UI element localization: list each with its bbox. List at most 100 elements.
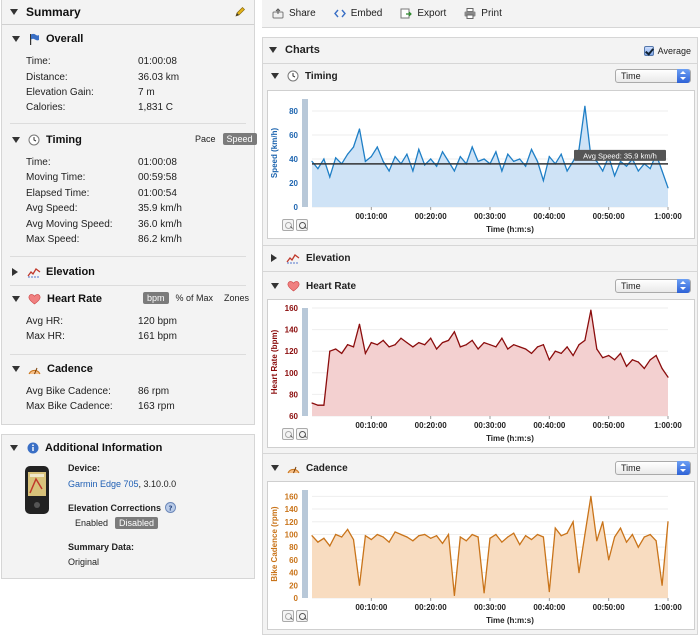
data-point bbox=[566, 532, 568, 534]
timing-chart-header[interactable]: Timing bbox=[271, 66, 700, 86]
heart-x-axis-select[interactable]: Time bbox=[615, 279, 691, 293]
series-area bbox=[312, 496, 668, 598]
share-button[interactable]: Share bbox=[272, 8, 316, 19]
overall-header[interactable]: Overall bbox=[12, 30, 83, 48]
data-point bbox=[649, 168, 651, 170]
data-point bbox=[530, 538, 533, 541]
zoom-out-icon[interactable] bbox=[296, 610, 308, 622]
elevation-chart-header[interactable]: Elevation bbox=[271, 248, 700, 268]
cadence-icon bbox=[28, 363, 41, 375]
data-point bbox=[406, 536, 408, 538]
timing-x-axis-select[interactable]: Time bbox=[615, 69, 691, 83]
zoom-controls bbox=[282, 610, 312, 622]
charts-panel: Share Embed Export Print Charts Average bbox=[262, 0, 700, 638]
data-point bbox=[370, 341, 372, 344]
expand-triangle-icon[interactable] bbox=[12, 268, 18, 276]
data-point bbox=[608, 354, 610, 357]
speed-toggle-button[interactable]: Speed bbox=[222, 133, 257, 145]
flag-icon bbox=[28, 33, 40, 45]
percent-max-toggle-button[interactable]: % of Max bbox=[175, 293, 214, 303]
charts-header[interactable]: Charts bbox=[269, 40, 700, 60]
expand-triangle-icon[interactable] bbox=[271, 254, 277, 262]
heart-rate-header[interactable]: Heart Rate bbox=[12, 290, 102, 308]
data-point bbox=[513, 532, 515, 534]
data-point bbox=[637, 546, 639, 548]
collapse-triangle-icon[interactable] bbox=[12, 296, 20, 302]
print-button[interactable]: Print bbox=[464, 8, 502, 19]
data-point bbox=[525, 348, 527, 350]
data-point bbox=[614, 536, 616, 538]
disabled-toggle-button[interactable]: Disabled bbox=[115, 517, 159, 529]
x-tick-label: 00:50:00 bbox=[593, 421, 626, 430]
zoom-controls bbox=[282, 428, 312, 440]
data-point bbox=[637, 170, 639, 172]
data-point bbox=[501, 170, 503, 172]
x-tick-label: 00:50:00 bbox=[593, 603, 626, 612]
zoom-in-icon[interactable] bbox=[282, 428, 294, 440]
data-point bbox=[590, 495, 592, 497]
additional-info-header[interactable]: Additional Information bbox=[10, 439, 162, 457]
data-point bbox=[501, 541, 503, 543]
zoom-in-icon[interactable] bbox=[282, 610, 294, 622]
zones-toggle-button[interactable]: Zones bbox=[224, 293, 250, 303]
pace-toggle-button[interactable]: Pace bbox=[195, 134, 216, 144]
data-point bbox=[560, 153, 562, 155]
y-tick-label: 160 bbox=[285, 304, 299, 313]
data-point bbox=[495, 533, 497, 536]
zoom-out-icon[interactable] bbox=[296, 219, 308, 231]
export-icon bbox=[400, 8, 413, 19]
y-tick-label: 80 bbox=[289, 107, 298, 116]
data-point bbox=[436, 165, 438, 167]
zoom-in-icon[interactable] bbox=[282, 219, 294, 231]
data-point bbox=[400, 533, 402, 536]
chart-svg: 0 20 40 60 80 Avg Speed: 35.9 km/h 00:10:00 00:… bbox=[270, 99, 682, 234]
heart-chart-header[interactable]: Heart Rate bbox=[271, 276, 700, 296]
collapse-triangle-icon[interactable] bbox=[269, 47, 277, 53]
x-tick-label: 00:40:00 bbox=[533, 603, 566, 612]
data-point bbox=[566, 346, 568, 348]
help-icon[interactable]: ? bbox=[165, 502, 177, 513]
collapse-triangle-icon[interactable] bbox=[12, 366, 20, 372]
collapse-triangle-icon[interactable] bbox=[10, 9, 18, 15]
collapse-triangle-icon[interactable] bbox=[12, 36, 20, 42]
data-point bbox=[643, 536, 645, 538]
y-tick-label: 140 bbox=[285, 505, 299, 514]
data-point bbox=[352, 146, 355, 148]
data-point bbox=[370, 156, 372, 158]
data-point bbox=[335, 348, 337, 350]
embed-button[interactable]: Embed bbox=[333, 8, 382, 19]
collapse-triangle-icon[interactable] bbox=[271, 465, 279, 471]
device-link[interactable]: Garmin Edge 705 bbox=[68, 479, 139, 489]
collapse-triangle-icon[interactable] bbox=[271, 73, 279, 79]
average-checkbox-row[interactable]: Average bbox=[643, 46, 691, 56]
data-point bbox=[311, 160, 313, 162]
zoom-out-icon[interactable] bbox=[296, 428, 308, 440]
bpm-toggle-button[interactable]: bpm bbox=[143, 292, 169, 304]
cadence-chart-header[interactable]: Cadence bbox=[271, 458, 700, 478]
data-point bbox=[347, 344, 349, 346]
data-point bbox=[453, 594, 455, 597]
cadence-x-axis-select[interactable]: Time bbox=[615, 461, 691, 475]
data-point bbox=[376, 344, 378, 346]
cadence-header[interactable]: Cadence bbox=[12, 360, 93, 378]
y-tick-label: 80 bbox=[289, 543, 298, 552]
elevation-header[interactable]: Elevation bbox=[12, 263, 95, 281]
timing-header[interactable]: Timing bbox=[12, 131, 82, 149]
export-button[interactable]: Export bbox=[400, 8, 446, 19]
edit-pencil-icon[interactable] bbox=[234, 6, 246, 18]
heart-rate-chart: 60 80 100 120 140 160 00:10:00 00:20:00 00:30:00… bbox=[267, 299, 695, 448]
device-label: Device: bbox=[68, 463, 101, 473]
average-checkbox[interactable] bbox=[643, 46, 654, 56]
data-point bbox=[602, 521, 604, 523]
data-point bbox=[566, 170, 568, 172]
data-point bbox=[495, 346, 497, 348]
y-tick-label: 0 bbox=[294, 203, 299, 212]
collapse-triangle-icon[interactable] bbox=[271, 283, 279, 289]
enabled-toggle-button[interactable]: Enabled bbox=[75, 518, 109, 528]
x-tick-label: 00:10:00 bbox=[355, 421, 388, 430]
x-tick-label: 00:40:00 bbox=[533, 421, 566, 430]
collapse-triangle-icon[interactable] bbox=[10, 445, 18, 451]
data-point bbox=[584, 105, 586, 107]
collapse-triangle-icon[interactable] bbox=[12, 137, 20, 143]
summary-header[interactable]: Summary bbox=[10, 3, 81, 21]
